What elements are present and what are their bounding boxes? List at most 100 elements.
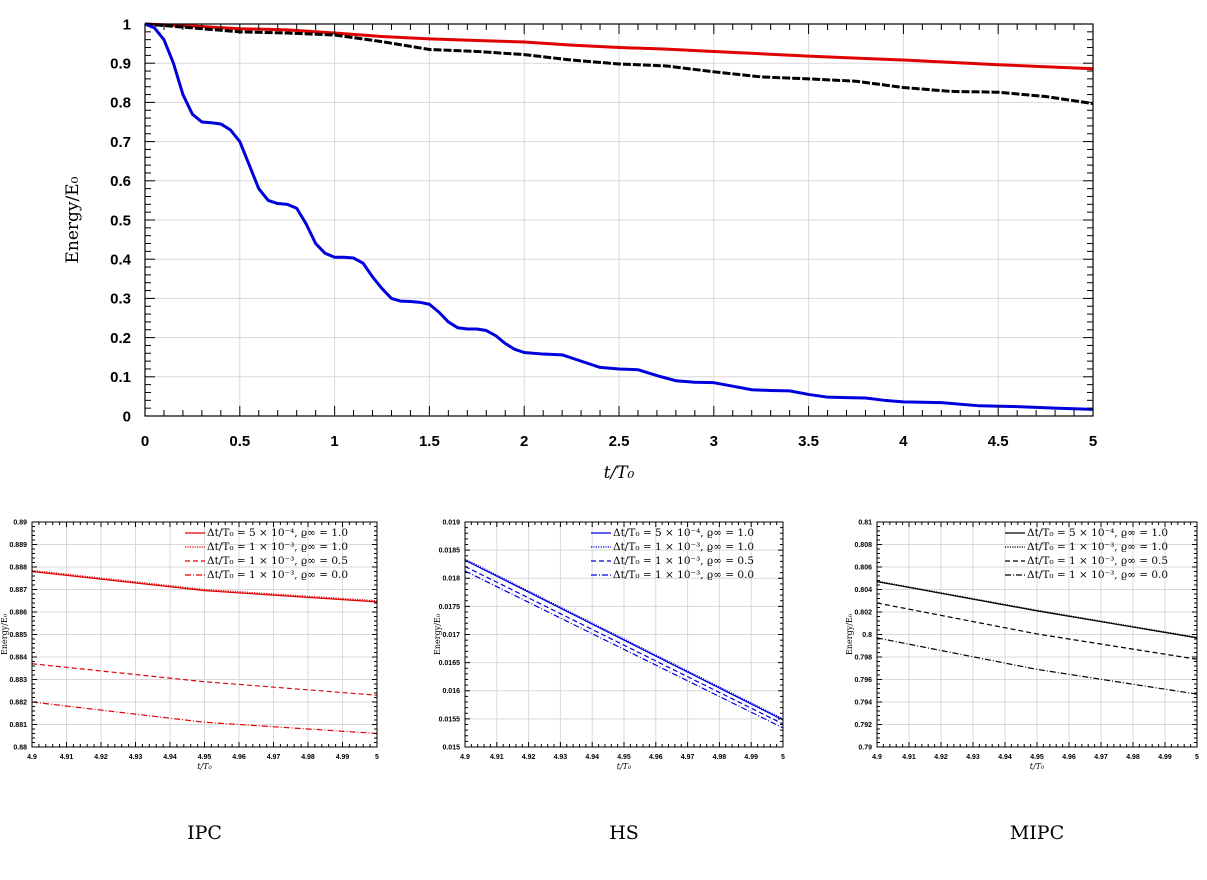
x-tick-label: 4.92 bbox=[934, 754, 948, 761]
legend-label-1: Δt/T₀ = 1 × 10⁻³, ϱ∞ = 1.0 bbox=[613, 541, 754, 553]
legend-label-0: Δt/T₀ = 5 × 10⁻⁴, ϱ∞ = 1.0 bbox=[207, 527, 348, 539]
y-tick-label: 0.802 bbox=[854, 609, 872, 616]
y-tick-label: 0.885 bbox=[9, 632, 27, 639]
x-tick-label: 5 bbox=[781, 754, 785, 761]
y-tick-label: 0.2 bbox=[110, 330, 131, 347]
x-tick-label: 4.94 bbox=[163, 754, 177, 761]
x-axis-title: t/T₀ bbox=[197, 762, 212, 771]
series-line-2 bbox=[876, 602, 1198, 660]
grid bbox=[145, 24, 1093, 416]
legend-label-1: Δt/T₀ = 1 × 10⁻³, ϱ∞ = 1.0 bbox=[207, 541, 348, 553]
y-tick-label: 0.018 bbox=[442, 576, 460, 583]
x-tick-label: 4.91 bbox=[490, 754, 504, 761]
grid bbox=[465, 522, 783, 747]
x-tick-label: 4.91 bbox=[902, 754, 916, 761]
x-tick-label: 4.99 bbox=[1158, 754, 1172, 761]
x-axis-title: t/T₀ bbox=[617, 762, 632, 771]
y-tick-label: 0.0155 bbox=[439, 716, 461, 723]
legend-label-2: Δt/T₀ = 1 × 10⁻³, ϱ∞ = 0.5 bbox=[613, 555, 754, 567]
x-tick-label: 4.98 bbox=[1126, 754, 1140, 761]
series-line-3 bbox=[31, 701, 378, 735]
chart-panel-0: 0 0.5 1 1.5 2 2.5 3 3.5 4 4.5 5 0 0.1 0.2 0.3 0.4 0.5 0.6… bbox=[63, 16, 1097, 483]
ticks bbox=[31, 521, 378, 748]
x-tick-label: 4.99 bbox=[336, 754, 350, 761]
y-axis-title: Energy/E₀ bbox=[63, 176, 83, 263]
x-tick-label: 5 bbox=[1089, 433, 1097, 450]
y-tick-label: 0.5 bbox=[110, 212, 131, 229]
y-tick-label: 1 bbox=[123, 16, 131, 33]
y-axis-title: Energy/E₀ bbox=[0, 614, 9, 655]
x-tick-label: 4.99 bbox=[744, 754, 758, 761]
y-tick-label: 0.88 bbox=[13, 744, 27, 751]
legend-label-0: Δt/T₀ = 5 × 10⁻⁴, ϱ∞ = 1.0 bbox=[1027, 527, 1168, 539]
series-line-0 bbox=[876, 581, 1198, 639]
y-tick-label: 0.886 bbox=[9, 609, 27, 616]
x-tick-label: 4.96 bbox=[232, 754, 246, 761]
series-line-0 bbox=[144, 22, 1094, 71]
x-tick-label: 4.95 bbox=[198, 754, 212, 761]
series-line-2 bbox=[144, 22, 1094, 411]
x-tick-label: 4.93 bbox=[129, 754, 143, 761]
x-tick-label: 2.5 bbox=[609, 433, 630, 450]
y-tick-label: 0.6 bbox=[110, 173, 131, 190]
y-tick-label: 0.804 bbox=[854, 587, 872, 594]
x-tick-label: 3.5 bbox=[798, 433, 819, 450]
legend: Δt/T₀ = 5 × 10⁻⁴, ϱ∞ = 1.0 Δt/T₀ = 1 × 10… bbox=[1005, 527, 1168, 581]
chart-panel-3: 4.9 4.91 4.92 4.93 4.94 4.95 4.96 4.97 4.98 4.99 5… bbox=[845, 519, 1199, 844]
x-tick-label: 4.92 bbox=[94, 754, 108, 761]
chart-panel-2: 4.9 4.91 4.92 4.93 4.94 4.95 4.96 4.97 4.98 4.99 5… bbox=[433, 519, 785, 844]
panel-caption: IPC bbox=[187, 822, 222, 844]
y-tick-label: 0.881 bbox=[9, 722, 27, 729]
x-tick-label: 4.95 bbox=[617, 754, 631, 761]
y-tick-label: 0 bbox=[123, 408, 131, 425]
x-axis-title: t/T₀ bbox=[1030, 762, 1045, 771]
x-tick-label: 4.97 bbox=[681, 754, 695, 761]
y-tick-label: 0.019 bbox=[442, 519, 460, 526]
y-tick-label: 0.888 bbox=[9, 564, 27, 571]
y-tick-label: 0.8 bbox=[110, 95, 131, 112]
legend-label-3: Δt/T₀ = 1 × 10⁻³, ϱ∞ = 0.0 bbox=[207, 569, 348, 581]
x-tick-label: 1.5 bbox=[419, 433, 440, 450]
panel-caption: MIPC bbox=[1010, 822, 1064, 844]
y-tick-label: 0.1 bbox=[110, 369, 131, 386]
series-line-0 bbox=[31, 570, 378, 603]
legend: Δt/T₀ = 5 × 10⁻⁴, ϱ∞ = 1.0 Δt/T₀ = 1 × 10… bbox=[591, 527, 754, 581]
x-tick-label: 5 bbox=[375, 754, 379, 761]
y-tick-label: 0.81 bbox=[858, 519, 872, 526]
x-tick-label: 4.9 bbox=[460, 754, 470, 761]
y-tick-label: 0.9 bbox=[110, 55, 131, 72]
y-tick-label: 0.798 bbox=[854, 654, 872, 661]
x-tick-label: 5 bbox=[1195, 754, 1199, 761]
x-axis-title: t/T₀ bbox=[604, 463, 635, 483]
grid bbox=[32, 522, 377, 747]
x-tick-label: 4.96 bbox=[1062, 754, 1076, 761]
y-tick-label: 0.8 bbox=[862, 632, 872, 639]
x-tick-label: 3 bbox=[710, 433, 718, 450]
legend-label-3: Δt/T₀ = 1 × 10⁻³, ϱ∞ = 0.0 bbox=[1027, 569, 1168, 581]
y-tick-label: 0.4 bbox=[110, 251, 132, 268]
y-tick-label: 0.0165 bbox=[439, 660, 461, 667]
y-axis-title: Energy/E₀ bbox=[845, 614, 854, 655]
y-tick-label: 0.7 bbox=[110, 134, 131, 151]
y-tick-label: 0.89 bbox=[13, 519, 27, 526]
legend: Δt/T₀ = 5 × 10⁻⁴, ϱ∞ = 1.0 Δt/T₀ = 1 × 10… bbox=[185, 527, 348, 581]
y-tick-label: 0.884 bbox=[9, 654, 27, 661]
x-tick-label: 4.9 bbox=[872, 754, 882, 761]
series-line-1 bbox=[31, 569, 378, 602]
x-tick-label: 0.5 bbox=[229, 433, 250, 450]
y-tick-label: 0.016 bbox=[442, 688, 460, 695]
x-tick-label: 4.95 bbox=[1030, 754, 1044, 761]
series-line-1 bbox=[144, 22, 1094, 106]
series-line-1 bbox=[464, 558, 784, 720]
series-group bbox=[31, 569, 378, 735]
legend-label-2: Δt/T₀ = 1 × 10⁻³, ϱ∞ = 0.5 bbox=[1027, 555, 1168, 567]
y-tick-label: 0.887 bbox=[9, 587, 27, 594]
y-tick-label: 0.806 bbox=[854, 564, 872, 571]
ticks bbox=[144, 23, 1094, 417]
x-tick-label: 4.93 bbox=[966, 754, 980, 761]
x-tick-label: 0 bbox=[141, 433, 149, 450]
y-tick-label: 0.794 bbox=[854, 699, 872, 706]
series-line-2 bbox=[31, 663, 378, 696]
ticks bbox=[464, 521, 784, 748]
